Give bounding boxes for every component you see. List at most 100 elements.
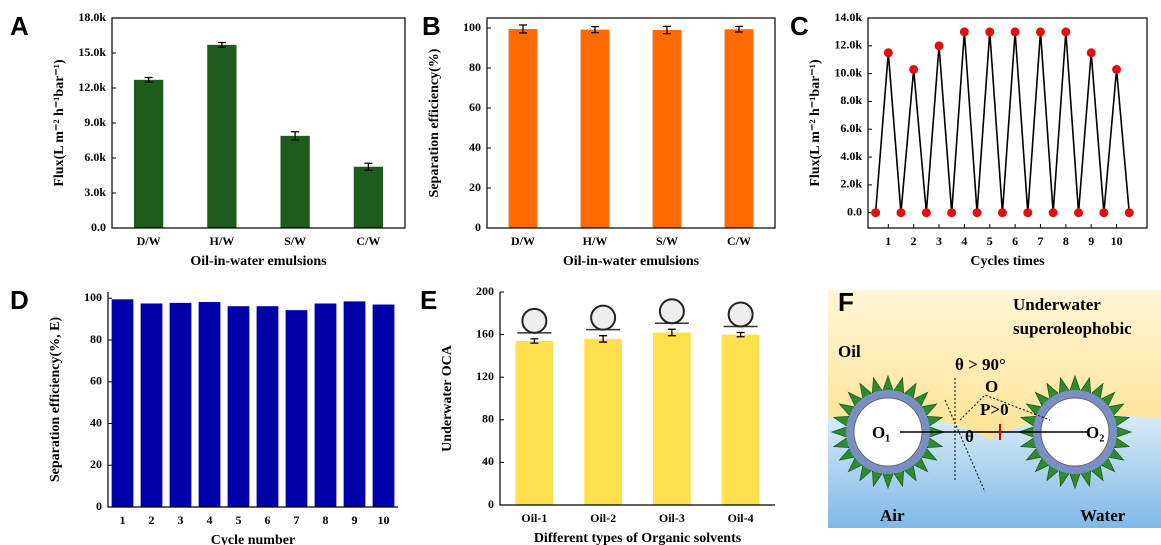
y-tick-label: 14.0k	[834, 10, 862, 24]
y-tick-label: 6.0k	[840, 121, 862, 135]
y-tick-label: 80	[90, 332, 102, 346]
panel-letter: B	[422, 11, 441, 41]
label: θ	[965, 427, 974, 446]
y-axis-label: Flux(L m⁻² h⁻¹bar⁻¹)	[808, 59, 823, 187]
x-tick-label: D/W	[511, 234, 535, 248]
y-tick-label: 120	[476, 369, 494, 383]
bar	[134, 80, 163, 228]
y-axis-label: Separation efficiency(%, E)	[48, 317, 63, 483]
bar	[725, 29, 754, 228]
y-tick-label: 12.0k	[78, 80, 106, 94]
bar	[354, 167, 383, 228]
x-tick-label: H/W	[583, 234, 608, 248]
marker	[896, 208, 905, 217]
marker	[871, 208, 880, 217]
panel-letter: D	[10, 285, 29, 315]
label: Oil	[838, 342, 861, 361]
bar	[581, 30, 610, 228]
y-tick-label: 12.0k	[834, 38, 862, 52]
x-axis-label: Oil-in-water emulsions	[563, 254, 700, 269]
marker	[973, 208, 982, 217]
x-tick-label: 10	[378, 513, 390, 527]
x-tick-label: 7	[1037, 234, 1043, 248]
x-tick-label: 8	[1063, 234, 1069, 248]
x-tick-label: 8	[323, 513, 329, 527]
droplet	[591, 306, 615, 330]
y-tick-label: 6.0k	[84, 150, 106, 164]
marker	[909, 65, 918, 74]
panel-letter: C	[790, 11, 809, 41]
x-tick-label: 4	[961, 234, 967, 248]
bar	[257, 306, 279, 507]
x-tick-label: C/W	[727, 234, 751, 248]
x-tick-label: 1	[120, 513, 126, 527]
y-tick-label: 80	[469, 60, 481, 74]
panel-letter: F	[838, 287, 854, 317]
marker	[1112, 65, 1121, 74]
bar	[509, 29, 538, 228]
y-tick-label: 100	[463, 20, 481, 34]
y-tick-label: 0.0	[91, 220, 106, 234]
y-tick-label: 8.0k	[840, 93, 862, 107]
label: θ > 90°	[955, 355, 1006, 374]
y-axis-label: Flux(L m⁻² h⁻¹bar⁻¹)	[52, 59, 67, 187]
bar	[653, 332, 691, 505]
x-tick-label: 2	[149, 513, 155, 527]
x-tick-label: 5	[236, 513, 242, 527]
bar	[112, 299, 134, 507]
x-tick-label: S/W	[656, 234, 678, 248]
x-tick-label: 5	[987, 234, 993, 248]
panel-f: F Underwater superoleophobic Oil θ > 90°…	[828, 287, 1161, 528]
bar	[286, 310, 308, 507]
y-tick-label: 20	[90, 457, 102, 471]
label: O₂	[1086, 423, 1104, 442]
droplet	[660, 299, 684, 323]
y-tick-label: 4.0k	[840, 149, 862, 163]
marker	[960, 27, 969, 36]
y-tick-label: 80	[482, 412, 494, 426]
y-tick-label: 9.0k	[84, 115, 106, 129]
panel-letter: E	[420, 285, 437, 315]
x-tick-label: 7	[294, 513, 300, 527]
x-tick-label: 10	[1111, 234, 1123, 248]
x-tick-label: H/W	[210, 234, 235, 248]
marker	[1049, 208, 1058, 217]
bar	[228, 306, 250, 507]
figure: F Underwater superoleophobic Oil θ > 90°…	[0, 0, 1161, 545]
marker	[1011, 27, 1020, 36]
y-tick-label: 60	[469, 100, 481, 114]
bar	[373, 305, 395, 507]
y-tick-label: 0.0	[847, 204, 862, 218]
x-tick-label: 4	[207, 513, 213, 527]
y-tick-label: 18.0k	[78, 10, 106, 24]
marker	[922, 208, 931, 217]
x-tick-label: 3	[178, 513, 184, 527]
x-axis-label: Cycles times	[970, 254, 1045, 269]
marker	[1023, 208, 1032, 217]
y-tick-label: 40	[482, 454, 494, 468]
x-tick-label: 3	[936, 234, 942, 248]
y-tick-label: 160	[476, 326, 494, 340]
bar	[315, 303, 337, 507]
label: Air	[880, 506, 905, 525]
label: Underwater	[1013, 295, 1101, 314]
x-tick-label: C/W	[356, 234, 380, 248]
x-tick-label: Oil-2	[590, 511, 616, 525]
y-axis-label: Separation efficiency(%)	[427, 48, 442, 197]
y-tick-label: 0	[475, 220, 481, 234]
bar	[584, 339, 622, 505]
marker	[1061, 27, 1070, 36]
marker	[935, 41, 944, 50]
marker	[1074, 208, 1083, 217]
marker	[884, 48, 893, 57]
marker	[1125, 208, 1134, 217]
x-tick-label: D/W	[137, 234, 161, 248]
x-tick-label: Oil-4	[728, 511, 754, 525]
x-tick-label: S/W	[284, 234, 306, 248]
x-tick-label: 9	[352, 513, 358, 527]
y-tick-label: 40	[469, 140, 481, 154]
bar	[170, 303, 192, 507]
y-tick-label: 0	[96, 499, 102, 513]
marker	[985, 27, 994, 36]
y-tick-label: 20	[469, 180, 481, 194]
